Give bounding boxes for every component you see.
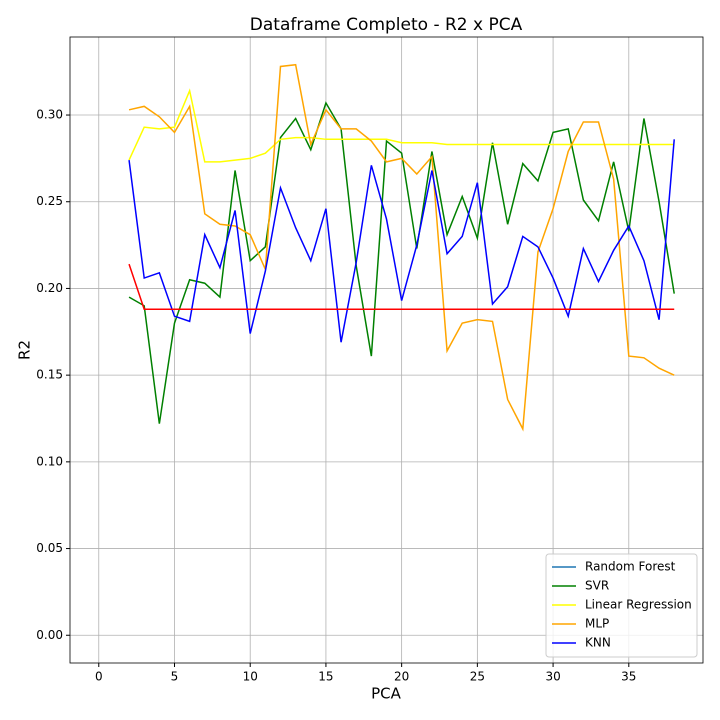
y-tick-label: 0.15: [36, 368, 63, 382]
data-line: [128, 88, 675, 163]
y-tick-label: 0.10: [36, 454, 63, 468]
y-tick-label: 0.05: [36, 541, 63, 555]
x-tick-label: 0: [95, 670, 103, 684]
data-line: [128, 139, 675, 343]
y-tick-label: 0.25: [36, 194, 63, 208]
x-tick-label: 35: [621, 670, 636, 684]
x-tick-label: 25: [470, 670, 485, 684]
chart-title: Dataframe Completo - R2 x PCA: [250, 15, 523, 35]
legend-label: MLP: [585, 617, 609, 631]
legend-label: Linear Regression: [585, 598, 692, 612]
legend-label: Random Forest: [585, 560, 676, 574]
legend-label: SVR: [585, 579, 609, 593]
y-tick-label: 0.20: [36, 281, 63, 295]
x-axis-label: PCA: [371, 685, 402, 703]
y-tick-label: 0.00: [36, 628, 63, 642]
data-line: [128, 263, 675, 310]
legend-box: [545, 553, 698, 658]
plot-frame: [69, 36, 704, 664]
x-tick-label: 10: [243, 670, 258, 684]
data-line: [128, 63, 675, 432]
y-tick-label: 0.30: [36, 108, 63, 122]
x-tick-label: 15: [318, 670, 333, 684]
x-tick-label: 20: [394, 670, 409, 684]
x-tick-label: 5: [171, 670, 179, 684]
y-axis-label: R2: [16, 340, 34, 360]
data-line: [128, 101, 675, 424]
x-tick-label: 30: [545, 670, 560, 684]
legend-label: KNN: [585, 636, 611, 650]
